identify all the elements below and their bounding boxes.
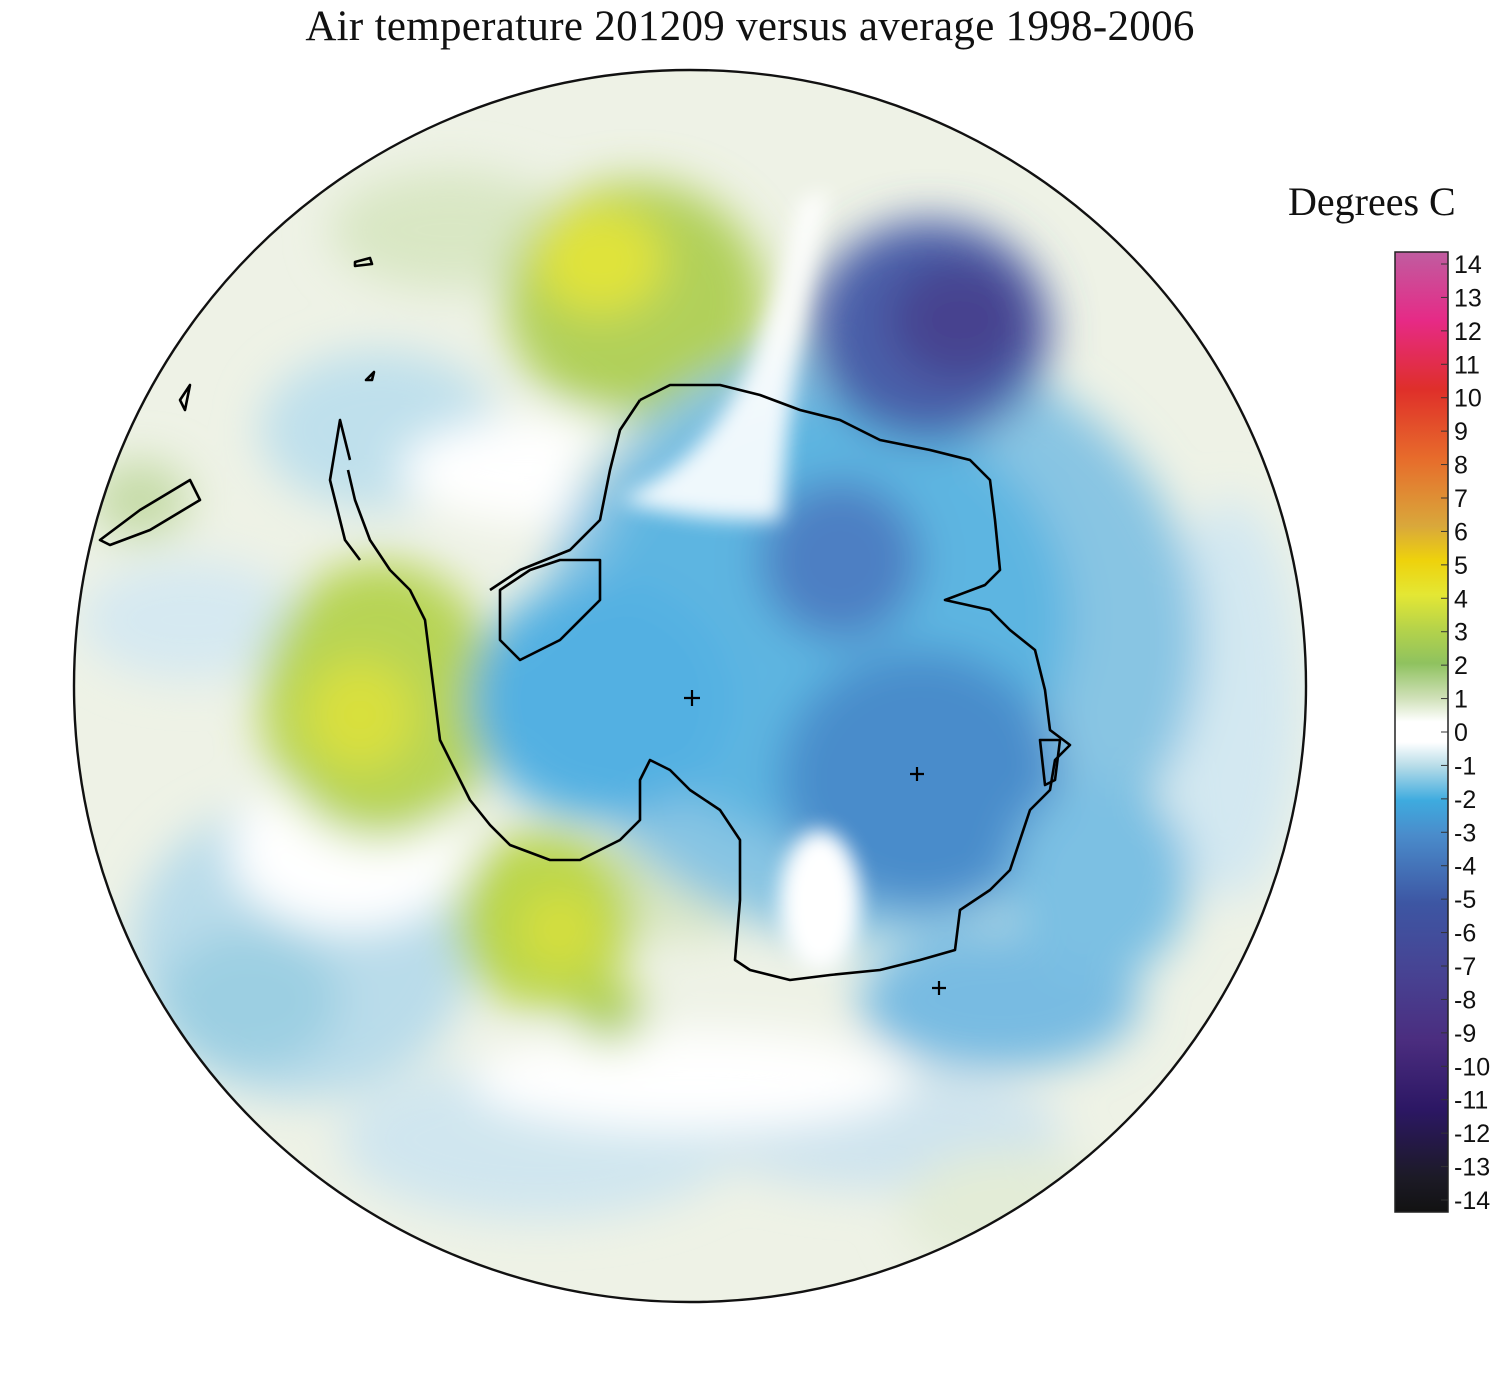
legend-tick-label: 4 <box>1454 585 1468 613</box>
anomaly-field <box>74 70 1306 1302</box>
south-pole-marker <box>684 690 700 706</box>
legend-tick-label: 12 <box>1454 318 1482 346</box>
map-title: Air temperature 201209 versus average 19… <box>305 3 1195 50</box>
legend-tick-label: 3 <box>1454 619 1468 647</box>
legend-tick-label: -8 <box>1454 986 1476 1014</box>
legend-tick-label: 7 <box>1454 485 1468 513</box>
legend-tick-label: 6 <box>1454 518 1468 546</box>
legend-tick-label: -12 <box>1454 1120 1490 1148</box>
legend-tick-label: -6 <box>1454 920 1476 948</box>
legend-tick-label: 14 <box>1454 251 1482 279</box>
color-legend: 14131211109876543210-1-2-3-4-5-6-7-8-9-1… <box>1394 251 1490 1215</box>
legend-tick-label: 1 <box>1454 686 1468 714</box>
legend-tick-label: 11 <box>1454 351 1480 379</box>
legend-tick-label: 10 <box>1454 385 1482 413</box>
legend-tick-label: 5 <box>1454 552 1468 580</box>
legend-tick-label: -10 <box>1454 1053 1490 1081</box>
legend-title: Degrees C <box>1288 179 1456 224</box>
legend-color-bar <box>1394 251 1449 1213</box>
legend-tick-label: -11 <box>1454 1087 1488 1115</box>
station-marker <box>932 981 946 995</box>
legend-tick-label: -1 <box>1454 752 1476 780</box>
legend-tick-label: 9 <box>1454 418 1468 446</box>
station-marker <box>910 767 924 781</box>
legend-tick-label: 0 <box>1454 719 1468 747</box>
legend-tick-label: -3 <box>1454 819 1476 847</box>
legend-ticks: 14131211109876543210-1-2-3-4-5-6-7-8-9-1… <box>1441 251 1490 1215</box>
coastline <box>98 256 1072 982</box>
legend-tick-label: -2 <box>1454 786 1476 814</box>
legend-tick-label: -13 <box>1454 1154 1490 1182</box>
legend-tick-label: 2 <box>1454 652 1468 680</box>
legend-tick-label: -4 <box>1454 853 1476 881</box>
station-markers <box>684 690 946 995</box>
legend-tick-label: 8 <box>1454 452 1468 480</box>
map-boundary <box>72 68 1308 1304</box>
legend-tick-label: -5 <box>1454 886 1476 914</box>
legend-tick-label: -7 <box>1454 953 1476 981</box>
legend-tick-label: 13 <box>1454 284 1482 312</box>
legend-tick-label: -14 <box>1454 1187 1490 1215</box>
legend-tick-label: -9 <box>1454 1020 1476 1048</box>
